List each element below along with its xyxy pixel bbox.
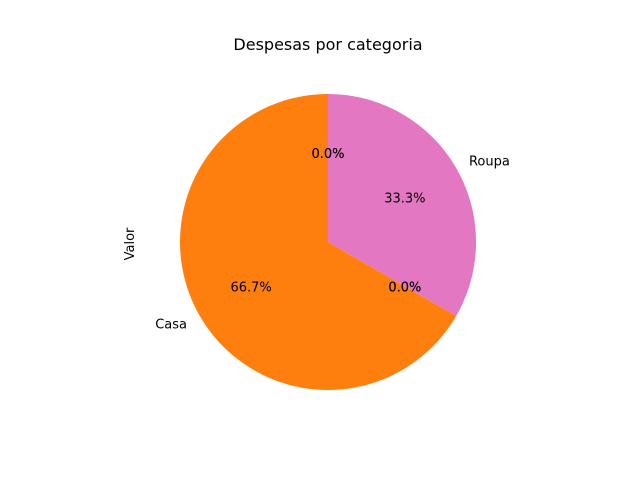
slice-percent-label: 0.0% <box>311 147 344 162</box>
pie-slices <box>180 94 476 390</box>
slice-percent-label: 0.0% <box>388 280 421 295</box>
slice-percent-label: 66.7% <box>230 280 271 295</box>
slice-percent-label: 0.0% <box>311 147 344 162</box>
pie-slice <box>180 94 457 390</box>
y-axis-label: Valor <box>123 227 138 260</box>
slice-percent-label: 33.3% <box>384 192 425 207</box>
slice-label: Casa <box>155 317 187 332</box>
slice-percent-label: 0.0% <box>388 280 421 295</box>
chart-title: Despesas por categoria <box>233 35 422 54</box>
pie-slice <box>328 94 476 316</box>
slice-label: Roupa <box>469 155 510 170</box>
